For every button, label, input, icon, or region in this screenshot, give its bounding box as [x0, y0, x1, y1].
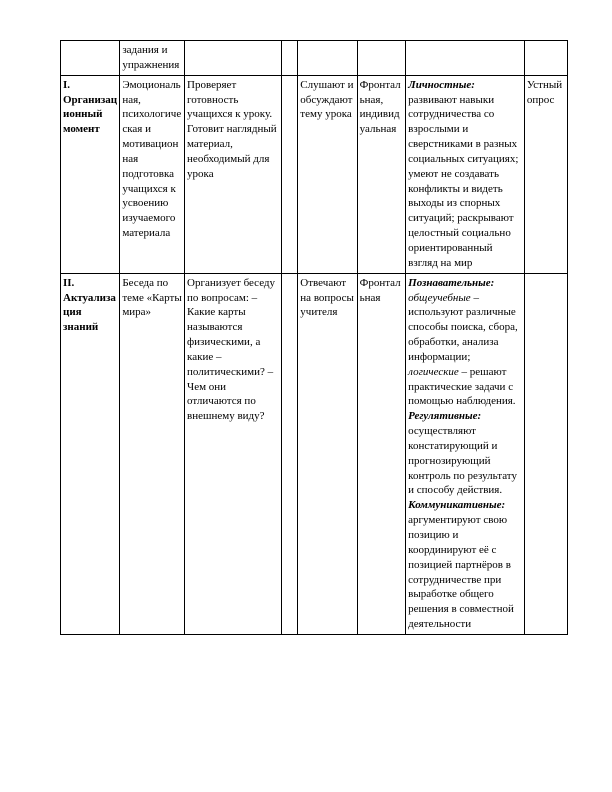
cell [282, 273, 298, 634]
lesson-table: задания и упражнения I. Организационный … [60, 40, 568, 635]
cell [61, 41, 120, 76]
cell [185, 41, 282, 76]
cell: Познавательные: общеучебные – используют… [406, 273, 525, 634]
cell [282, 75, 298, 273]
table-row: задания и упражнения [61, 41, 568, 76]
cell [524, 41, 567, 76]
cell: Устный опрос [524, 75, 567, 273]
cell [406, 41, 525, 76]
cell: задания и упражнения [120, 41, 185, 76]
cell: Слушают и обсуждают тему урока [298, 75, 357, 273]
cell-stage: I. Организационный момент [61, 75, 120, 273]
table-row: I. Организационный момент Эмоциональная,… [61, 75, 568, 273]
table-body: задания и упражнения I. Организационный … [61, 41, 568, 635]
cell: Беседа по теме «Карты мира» [120, 273, 185, 634]
cell-stage: II. Актуализация знаний [61, 273, 120, 634]
cell: Фронтальная, индивидуальная [357, 75, 406, 273]
table-row: II. Актуализация знаний Беседа по теме «… [61, 273, 568, 634]
cell: Фронтальная [357, 273, 406, 634]
cell [357, 41, 406, 76]
cell [524, 273, 567, 634]
cell [298, 41, 357, 76]
cell: Организует беседу по вопросам: – Какие к… [185, 273, 282, 634]
cell [282, 41, 298, 76]
cell: Личностные: развивают навыки сотрудничес… [406, 75, 525, 273]
cell: Эмоциональная, психологическая и мотивац… [120, 75, 185, 273]
cell: Отвечают на вопросы учителя [298, 273, 357, 634]
cell: Проверяет готовность учащихся к уроку. Г… [185, 75, 282, 273]
